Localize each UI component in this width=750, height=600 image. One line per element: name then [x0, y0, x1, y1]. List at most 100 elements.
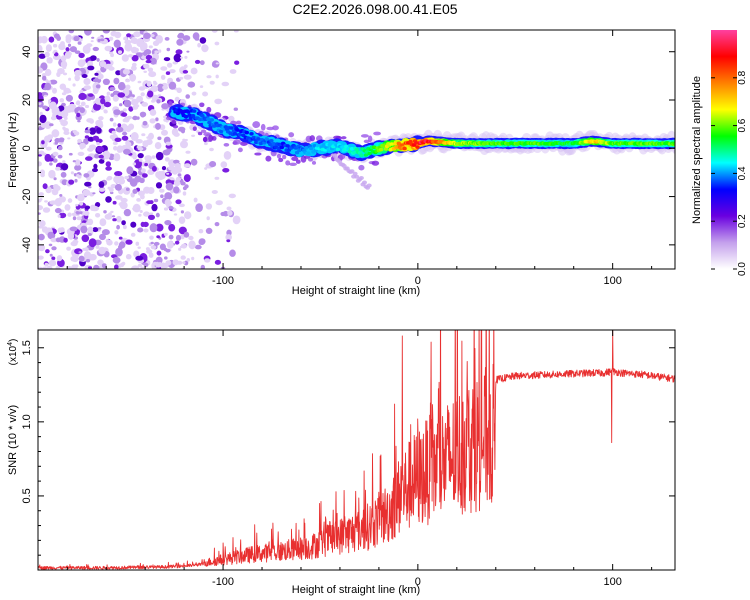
noise-blob [70, 171, 74, 175]
noise-blob [131, 55, 139, 62]
noise-blob [135, 255, 144, 261]
ridge-core-blob [396, 141, 401, 146]
noise-blob [151, 165, 157, 172]
noise-blob [57, 145, 63, 151]
noise-blob [72, 160, 76, 163]
noise-blob [204, 167, 208, 170]
noise-blob [176, 38, 184, 46]
noise-blob [68, 30, 74, 34]
noise-blob [50, 115, 57, 121]
noise-blob [155, 212, 160, 218]
noise-blob [206, 216, 210, 221]
noise-blob [156, 235, 161, 239]
noise-blob [38, 154, 42, 157]
noise-blob [49, 101, 57, 110]
ridge-blob [266, 126, 275, 131]
noise-blob [76, 174, 80, 178]
ridge-blob [276, 153, 282, 159]
noise-blob [135, 139, 143, 144]
noise-blob [229, 249, 236, 257]
noise-blob [138, 213, 142, 217]
noise-blob [59, 194, 63, 197]
noise-blob [58, 43, 66, 51]
noise-blob [168, 81, 177, 90]
noise-blob [187, 81, 196, 88]
noise-blob [118, 241, 126, 249]
noise-blob [73, 35, 80, 42]
noise-blob [98, 181, 105, 188]
noise-blob [225, 234, 232, 241]
noise-blob [176, 87, 182, 94]
noise-blob [44, 51, 50, 58]
figure-title: C2E2.2026.098.00.41.E05 [292, 1, 458, 17]
noise-blob [105, 161, 112, 168]
noise-blob [205, 227, 213, 234]
noise-blob [42, 266, 48, 269]
noise-blob [50, 237, 58, 243]
noise-blob [44, 200, 48, 203]
noise-blob [194, 37, 200, 41]
noise-blob [59, 83, 66, 90]
noise-blob [143, 63, 150, 69]
noise-blob [41, 140, 45, 145]
noise-blob [84, 181, 92, 187]
ridge-blob [373, 131, 382, 136]
noise-blob [49, 162, 53, 166]
noise-blob [38, 266, 43, 269]
noise-blob [51, 256, 56, 261]
snr-y-label: SNR (10 * v/v) [7, 405, 19, 475]
noise-blob [214, 98, 223, 105]
noise-blob [91, 36, 95, 39]
noise-blob [161, 129, 168, 136]
noise-blob [74, 69, 82, 77]
noise-blob [103, 109, 108, 114]
ridge-blob [360, 134, 369, 138]
ridge-blob [285, 160, 291, 166]
noise-blob [77, 193, 85, 202]
noise-blob [146, 200, 153, 205]
noise-blob [56, 200, 61, 204]
noise-blob [64, 204, 71, 211]
ridge-core-blob [269, 139, 274, 143]
ridge-blob [172, 125, 179, 129]
noise-blob [164, 157, 170, 162]
snr-y-axis: 0.5 1.0 1.5 [21, 340, 675, 556]
ridge-core-blob [415, 145, 420, 149]
noise-blob [166, 240, 174, 249]
noise-blob [128, 123, 135, 130]
noise-blob [142, 51, 148, 56]
noise-blob [199, 60, 205, 66]
colorbar-label: Normalized spectral amplitude [691, 76, 703, 224]
ridge-core-blob [379, 147, 384, 152]
noise-blob [84, 205, 91, 210]
noise-blob [165, 182, 174, 191]
ridge-core-blob [676, 142, 680, 146]
noise-blob [43, 94, 48, 97]
noise-blob [175, 234, 182, 241]
noise-blob [58, 212, 67, 219]
noise-blob [123, 99, 132, 108]
noise-blob [84, 247, 89, 252]
ridge-core-blob [340, 145, 345, 149]
noise-blob [47, 231, 55, 238]
noise-blob [49, 59, 53, 64]
noise-blob [202, 136, 208, 143]
noise-blob [201, 44, 209, 53]
ridge-core-blob [276, 146, 281, 151]
noise-blob [109, 134, 115, 140]
noise-blob [157, 83, 165, 93]
noise-blob [117, 150, 122, 153]
noise-blob [58, 105, 65, 112]
noise-blob [105, 239, 110, 243]
noise-blob [83, 138, 89, 145]
noise-blob [66, 246, 71, 251]
snr-y-tick-label: 0.5 [21, 488, 33, 503]
noise-blob [45, 146, 52, 151]
noise-blob [185, 150, 191, 154]
snr-frame [37, 329, 676, 571]
noise-blob [179, 76, 184, 80]
noise-blob [72, 216, 77, 221]
noise-blob [117, 123, 122, 128]
ridge-core-blob [197, 117, 203, 122]
noise-blob [150, 85, 159, 92]
